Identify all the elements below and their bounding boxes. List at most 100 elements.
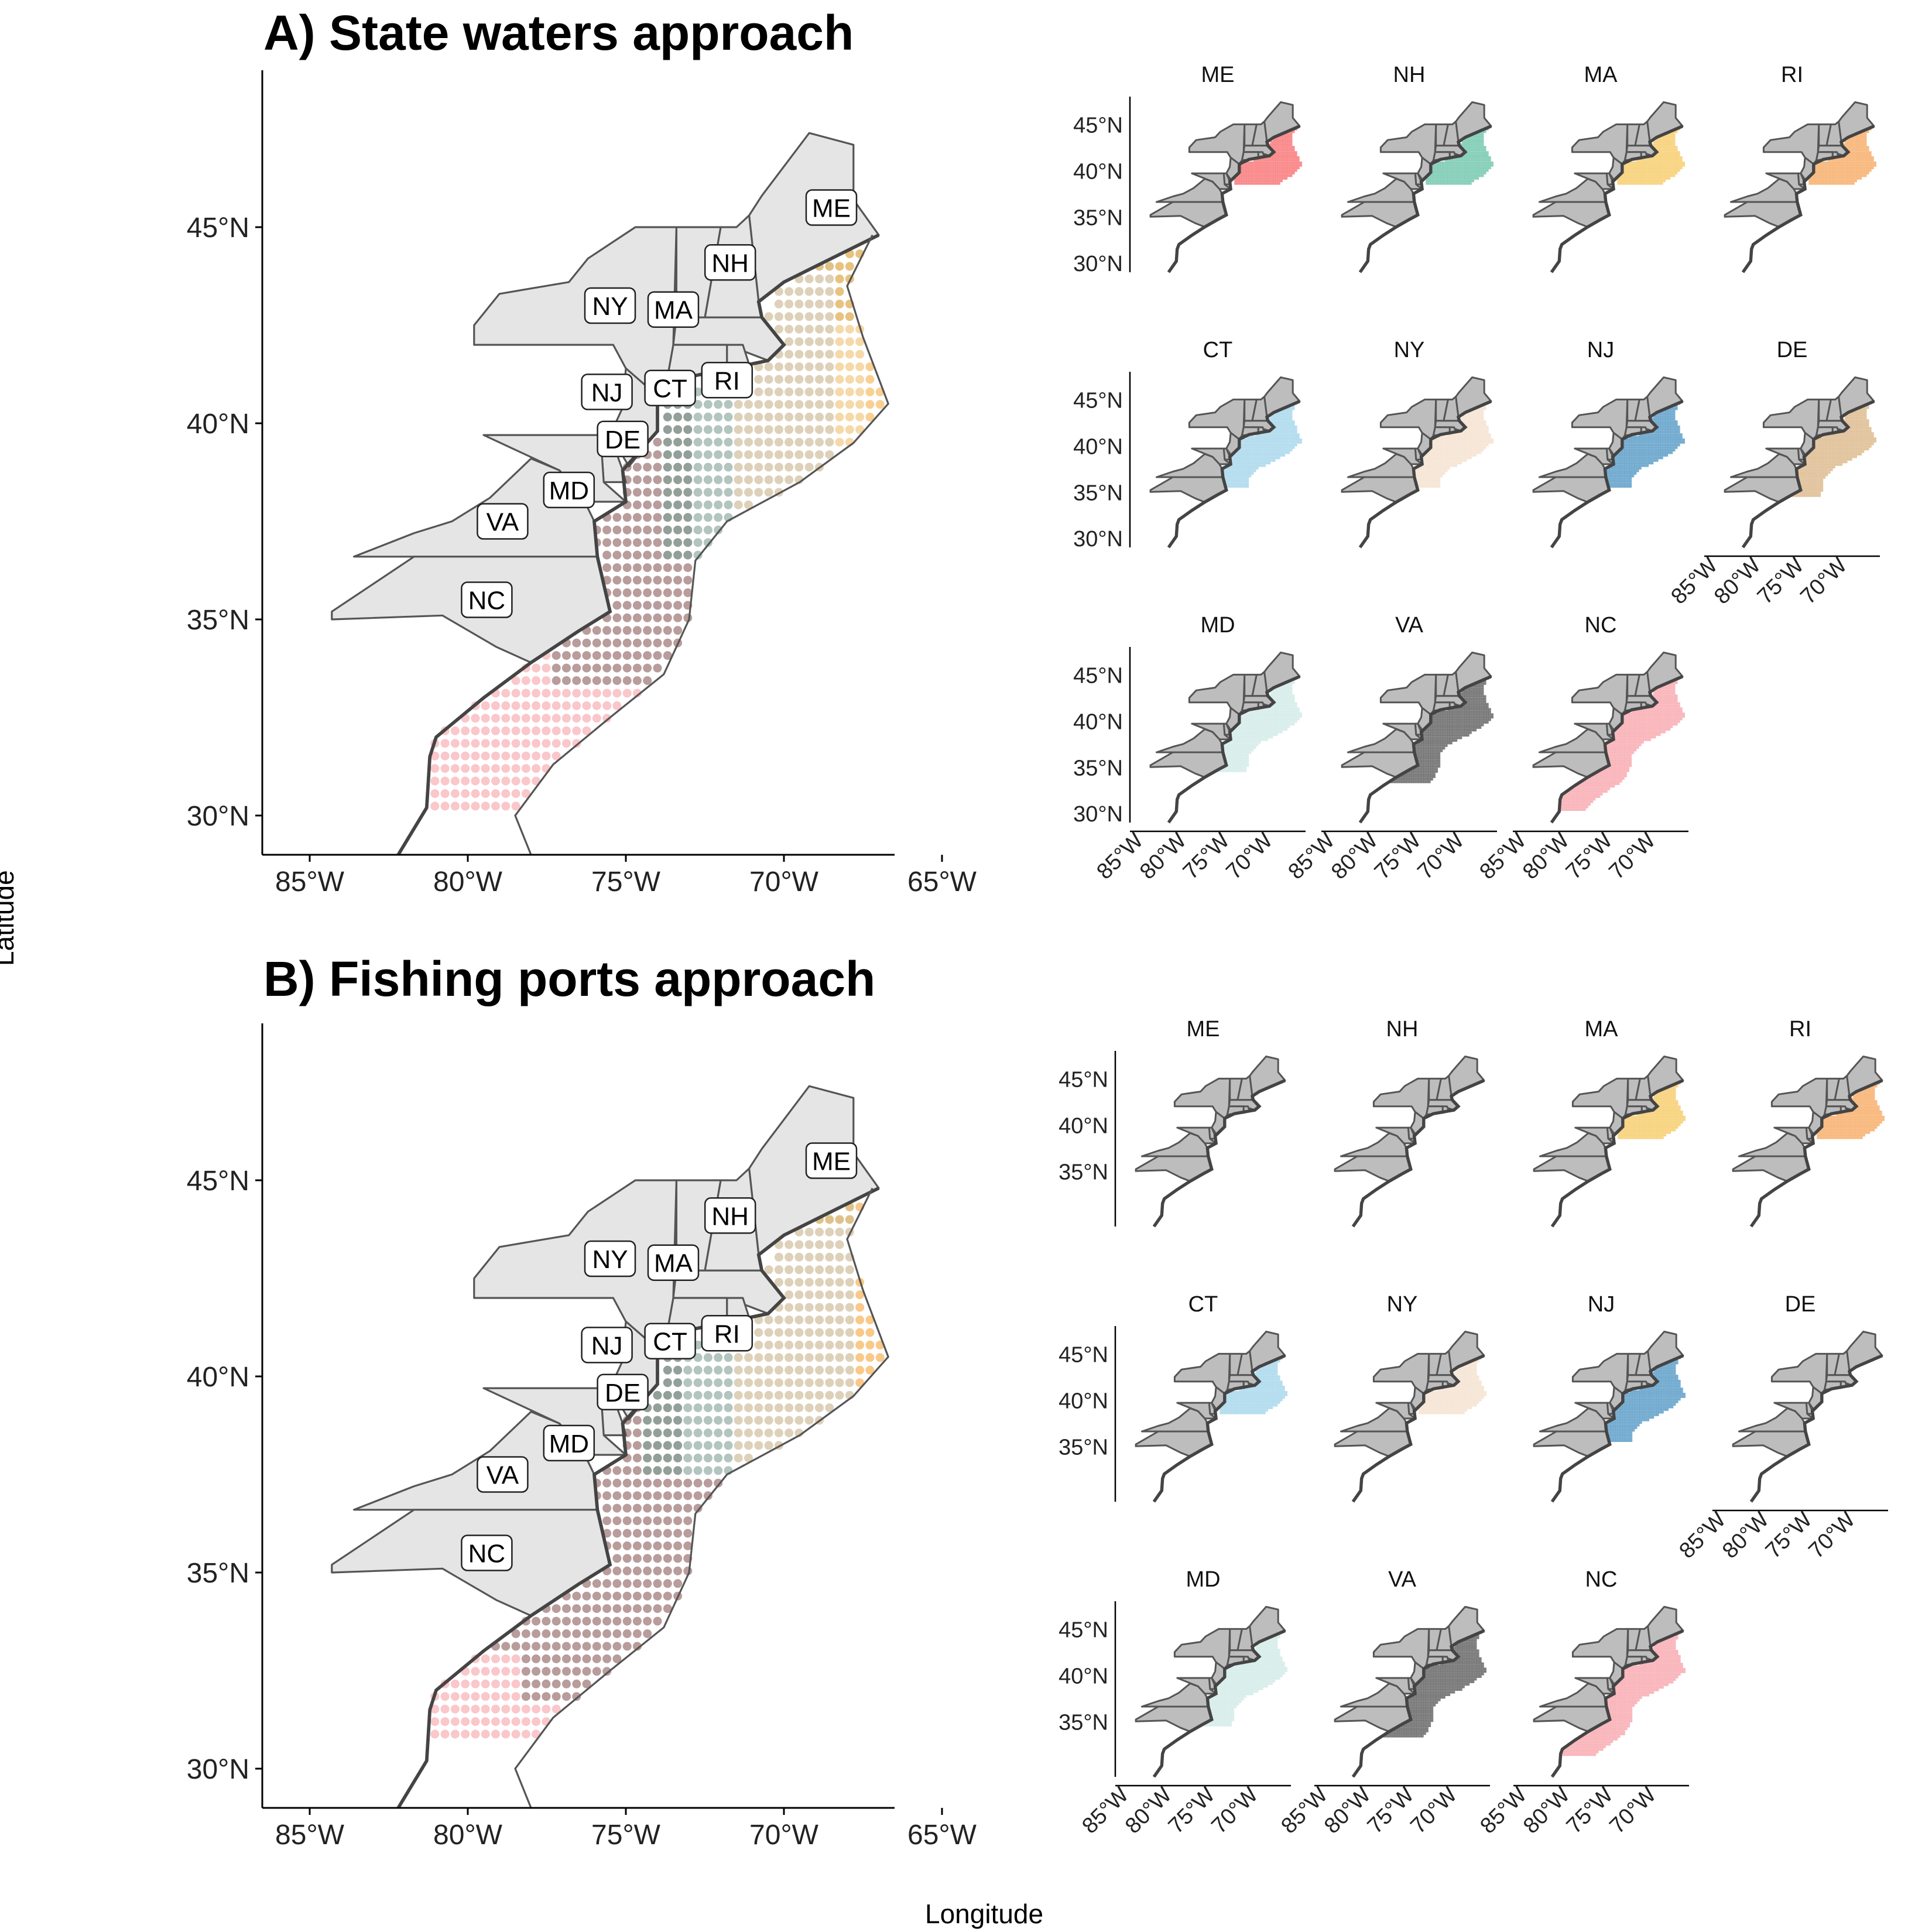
grid-point [673,601,683,610]
facet-cell [1476,443,1479,447]
facet-cell [1673,153,1676,156]
facet-cell [1236,738,1239,741]
facet-cell [1476,151,1479,154]
facet-cell [1244,744,1247,746]
facet-cell [1481,448,1484,452]
grid-point [835,1277,844,1287]
facet-cell [1835,169,1838,172]
facet-cell [1643,448,1646,452]
facet-cell [1471,151,1474,154]
facet-cell [1837,174,1841,177]
facet-cell [1665,448,1669,452]
grid-point [835,1215,844,1224]
facet-cell [1629,485,1632,488]
facet-cell [1861,174,1865,177]
grid-point [845,1353,854,1362]
facet-cell [1232,461,1235,465]
facet-cell [1656,174,1659,177]
facet-cell [1248,166,1252,170]
facet-cell [1832,174,1835,177]
grid-point [643,651,652,660]
grid-point [754,375,763,384]
grid-point [804,312,814,321]
grid-point [734,1353,743,1362]
grid-point [521,739,530,748]
facet-cell [1234,472,1237,475]
facet-cell [1284,410,1288,413]
facet-cell [1273,731,1276,734]
facet-cell [1294,159,1297,162]
facet-cell [1828,455,1831,458]
facet-cell [1474,153,1477,156]
facet-cell [1675,420,1678,423]
facet-cell [1845,450,1848,453]
facet-cell [1236,467,1239,470]
grid-point [703,437,712,447]
facet-cell [1854,432,1857,435]
facet-cell [1854,411,1857,415]
facet-cell [1634,454,1637,457]
grid-point [865,387,875,396]
facet-cell [1813,489,1816,492]
facet-cell [1849,437,1852,440]
facet-cell [1246,718,1249,721]
facet-cell [1234,485,1237,488]
facet-cell [1478,164,1482,167]
facet-cell [1251,459,1254,462]
facet-cell [1420,482,1424,485]
facet-cell [1236,472,1239,475]
facet-cell [1634,443,1637,447]
facet-cell [1469,177,1472,180]
facet-cell [1459,161,1462,165]
grid-point [501,801,511,811]
facet-cell [1665,410,1669,413]
grid-point [653,576,662,585]
facet-cell [1852,450,1855,453]
facet-cell [1292,428,1295,431]
facet-cell [1280,417,1283,420]
facet-cell [1484,407,1486,410]
facet-cell [1481,407,1484,410]
facet-cell [1253,451,1256,454]
grid-point [632,626,642,635]
grid-point [804,287,814,296]
facet-cell [1452,464,1455,467]
grid-point [481,714,490,723]
facet-cell [1854,159,1857,162]
facet-cell [1471,433,1474,436]
facet-cell [1426,182,1429,185]
facet-cell [1801,489,1804,492]
facet-cell [1253,746,1256,749]
grid-point [592,1654,601,1663]
facet-cell [1443,443,1445,447]
facet-cell [1284,141,1288,143]
state-polygon [1379,123,1437,165]
facet-cell [1658,430,1661,434]
facet-cell [1443,172,1445,174]
grid-point [673,1365,683,1375]
grid-point [744,1378,753,1388]
facet-cell [1464,446,1467,449]
facet-cell [1263,177,1266,180]
facet-cell [1445,454,1448,457]
grid-point [663,1491,672,1501]
facet-cell [1464,161,1467,165]
facet-cell [1290,720,1293,723]
facet-cell [1246,722,1249,726]
facet-cell [1619,179,1622,183]
facet-cell [1241,464,1244,467]
facet-cell [1239,472,1242,475]
grid-point [754,1378,763,1388]
facet-cell [1615,467,1618,470]
facet-cell [1837,434,1841,438]
facet-cell [1435,451,1438,454]
grid-point [653,1390,662,1400]
facet-cell [1835,177,1838,180]
facet-cell [1856,169,1860,172]
facet-cell [1229,482,1232,485]
grid-point [794,1303,804,1312]
grid-point [785,1240,794,1249]
facet-cell [1443,472,1445,475]
facet-cell [1273,143,1276,146]
facet-cell [1284,720,1288,723]
